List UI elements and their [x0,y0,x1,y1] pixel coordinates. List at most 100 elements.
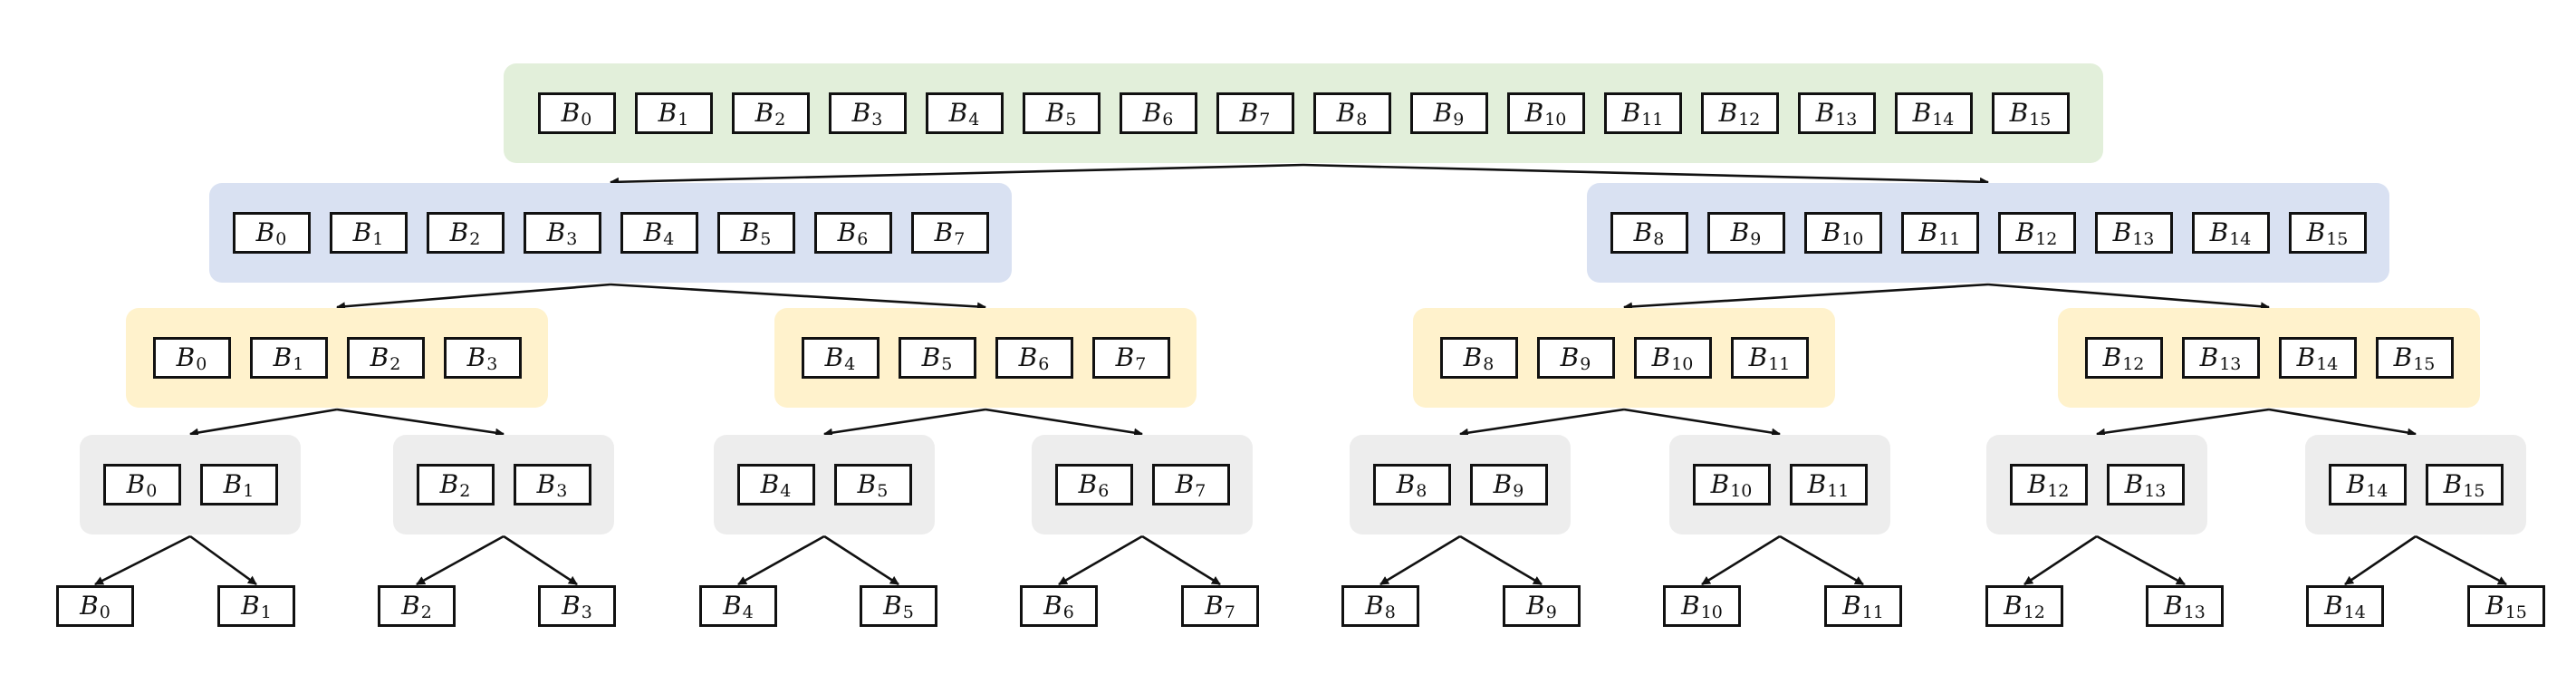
block-subscript: 10 [1671,353,1694,374]
block-label: B [401,591,420,621]
block-label: B [2306,217,2326,247]
block-group-level-3-6: B 12 B 13 [1986,435,2207,534]
block-subscript: 8 [1356,109,1368,130]
block-label: B [255,217,275,247]
block-subscript: 5 [941,353,953,374]
block-label: B [80,591,99,621]
block-subscript: 10 [1730,480,1753,501]
split-arrow-level-2-0-left [189,408,338,438]
split-arrow-level-0-0-left [610,163,1304,187]
block-b-14: B 14 [2191,212,2270,254]
split-arrow-level-0-0-right [1302,163,1989,187]
block-subscript: 9 [1545,602,1557,622]
block-subscript: 10 [1544,109,1567,130]
block-label: B [536,469,556,499]
block-label: B [1142,98,1162,128]
block-subscript: 8 [1483,353,1495,374]
block-b-13: B 13 [2106,464,2185,506]
block-label: B [1560,342,1580,372]
block-subscript: 14 [2229,228,2252,249]
block-label: B [857,469,877,499]
block-subscript: 2 [389,353,401,374]
block-b-11: B 11 [1900,212,1979,254]
block-subscript: 6 [1062,602,1074,622]
split-arrow-level-3-5-right [1779,534,1864,586]
block-subscript: 1 [293,353,304,374]
block-b-15: B 15 [1991,92,2070,134]
block-label: B [1526,591,1545,621]
block-subscript: 10 [1841,228,1864,249]
block-label: B [948,98,968,128]
block-subscript: 4 [663,228,675,249]
block-label: B [1045,98,1065,128]
block-label: B [1842,591,1861,621]
block-label: B [1633,217,1653,247]
block-subscript: 14 [2366,480,2389,501]
block-label: B [2004,591,2023,621]
block-label: B [643,217,663,247]
block-label: B [2296,342,2316,372]
block-b-10: B 10 [1692,464,1771,506]
block-label: B [2209,217,2229,247]
block-label: B [2164,591,2183,621]
block-subscript: 11 [1827,480,1850,501]
block-label: B [126,469,146,499]
split-arrow-level-3-4-right [1459,534,1543,586]
block-b-11: B 11 [1603,92,1682,134]
block-subscript: 13 [2132,228,2155,249]
block-subscript: 0 [581,109,592,130]
block-label: B [1493,469,1513,499]
block-subscript: 6 [1162,109,1174,130]
block-b-14: B 14 [2278,337,2357,379]
block-label: B [824,342,844,372]
block-label: B [1433,98,1453,128]
block-b-10: B 10 [1663,585,1741,627]
block-label: B [1748,342,1768,372]
block-label: B [2443,469,2463,499]
block-b-12: B 12 [1985,585,2063,627]
block-label: B [176,342,196,372]
block-subscript: 5 [877,480,889,501]
block-b-10: B 10 [1633,337,1712,379]
block-label: B [1175,469,1195,499]
block-subscript: 5 [760,228,772,249]
block-label: B [723,591,742,621]
block-b-11: B 11 [1789,464,1868,506]
block-label: B [1651,342,1671,372]
block-subscript: 0 [275,228,287,249]
split-arrow-level-3-4-left [1379,534,1461,586]
split-arrow-level-1-0-right [610,283,986,312]
block-subscript: 9 [1580,353,1591,374]
split-arrow-level-2-0-right [336,408,505,438]
block-label: B [883,591,902,621]
block-label: B [561,98,581,128]
